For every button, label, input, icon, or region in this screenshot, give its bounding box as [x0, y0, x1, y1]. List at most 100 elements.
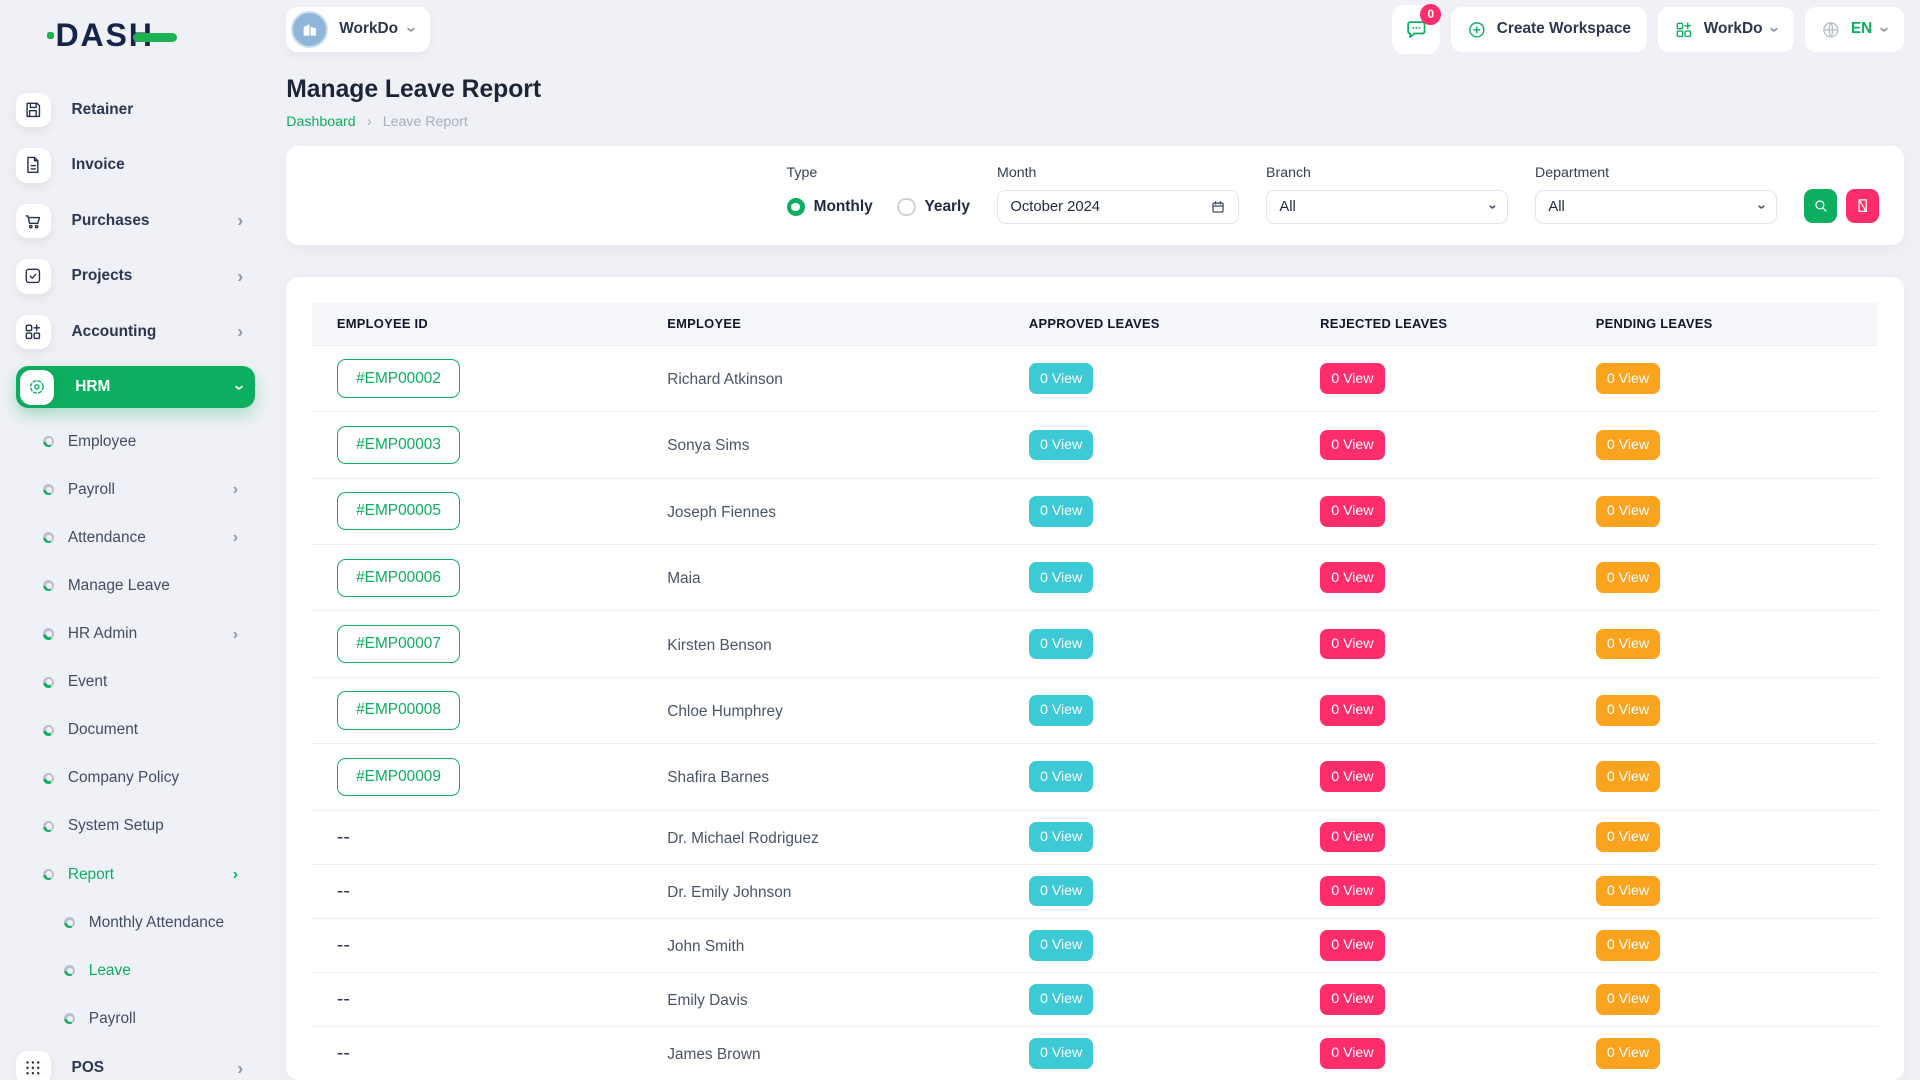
- bullet-icon: [64, 1013, 76, 1025]
- sidebar-subitem-label: System Setup: [67, 817, 164, 835]
- approved-leaves-view-button[interactable]: 0 View: [1028, 761, 1094, 793]
- sidebar-subitem[interactable]: Company Policy: [16, 759, 255, 798]
- approved-leaves-view-button[interactable]: 0 View: [1028, 562, 1094, 594]
- table-body: #EMP00002 Richard Atkinson 0 View 0 View…: [312, 344, 1878, 1080]
- rejected-leaves-view-button[interactable]: 0 View: [1320, 929, 1385, 961]
- pending-leaves-view-button[interactable]: 0 View: [1595, 695, 1661, 726]
- approved-leaves-view-button[interactable]: 0 View: [1028, 983, 1094, 1015]
- sidebar-subitem[interactable]: System Setup: [16, 807, 255, 846]
- approved-leaves-view-button[interactable]: 0 View: [1028, 1037, 1094, 1069]
- sidebar-subitem[interactable]: Attendance ›: [16, 518, 255, 557]
- pending-leaves-view-button[interactable]: 0 View: [1595, 875, 1661, 907]
- radio-icon[interactable]: [786, 197, 806, 217]
- pending-leaves-view-button[interactable]: 0 View: [1595, 761, 1661, 793]
- approved-leaves-view-button[interactable]: 0 View: [1028, 628, 1094, 660]
- employee-name: Dr. Emily Johnson: [667, 883, 792, 901]
- sidebar-bottom-items: POS ›: [16, 1047, 255, 1080]
- sidebar-report-subitem[interactable]: Payroll: [16, 999, 255, 1038]
- sidebar-item[interactable]: Invoice: [16, 144, 255, 186]
- table-row: #EMP00007 Kirsten Benson 0 View 0 View 0…: [312, 610, 1878, 678]
- sidebar-item[interactable]: HRM ›: [16, 366, 256, 409]
- sidebar-subitem[interactable]: Report ›: [16, 855, 255, 894]
- pending-leaves-view-button[interactable]: 0 View: [1595, 1037, 1661, 1069]
- rejected-leaves-view-button[interactable]: 0 View: [1320, 695, 1385, 726]
- sidebar-item[interactable]: Retainer: [16, 89, 255, 131]
- chevron-right-icon: ›: [232, 865, 239, 884]
- pending-leaves-view-button[interactable]: 0 View: [1595, 363, 1661, 394]
- chevron-down-icon: ›: [1765, 26, 1786, 33]
- employee-id: --: [336, 825, 350, 848]
- reset-button[interactable]: [1845, 189, 1880, 223]
- approved-leaves-view-button[interactable]: 0 View: [1028, 429, 1094, 461]
- approved-leaves-view-button[interactable]: 0 View: [1028, 363, 1094, 394]
- bullet-icon: [43, 724, 55, 736]
- breadcrumb: Dashboard › Leave Report: [286, 114, 1904, 130]
- breadcrumb-dashboard-link[interactable]: Dashboard: [286, 114, 356, 131]
- pending-leaves-view-button[interactable]: 0 View: [1595, 628, 1661, 660]
- sidebar-subitem[interactable]: Manage Leave: [16, 566, 255, 605]
- rejected-leaves-view-button[interactable]: 0 View: [1320, 983, 1385, 1015]
- pending-leaves-view-button[interactable]: 0 View: [1595, 983, 1661, 1015]
- pending-leaves-view-button[interactable]: 0 View: [1595, 562, 1661, 594]
- sidebar-subitem[interactable]: Payroll ›: [16, 470, 255, 509]
- table-row: #EMP00008 Chloe Humphrey 0 View 0 View 0…: [312, 676, 1878, 744]
- radio-icon[interactable]: [897, 197, 916, 217]
- search-button[interactable]: [1803, 189, 1838, 223]
- department-select[interactable]: All ›: [1535, 190, 1777, 224]
- month-input[interactable]: October 2024: [997, 190, 1239, 224]
- type-radio-option[interactable]: Yearly: [897, 197, 970, 217]
- sidebar-subitem-label: Payroll: [88, 1009, 136, 1027]
- table-row: -- Dr. Emily Johnson 0 View 0 View 0 Vie…: [312, 863, 1878, 919]
- rejected-leaves-view-button[interactable]: 0 View: [1320, 429, 1385, 461]
- sidebar-item[interactable]: Projects ›: [16, 255, 255, 297]
- apps-icon: [23, 1058, 43, 1078]
- employee-name: Maia: [667, 570, 701, 588]
- rejected-leaves-view-button[interactable]: 0 View: [1320, 363, 1385, 394]
- sidebar-item[interactable]: POS ›: [16, 1047, 255, 1080]
- rejected-leaves-view-button[interactable]: 0 View: [1320, 1037, 1385, 1069]
- workspace-selector[interactable]: WorkDo ›: [286, 6, 430, 53]
- approved-leaves-view-button[interactable]: 0 View: [1028, 821, 1094, 853]
- pending-leaves-view-button[interactable]: 0 View: [1595, 495, 1661, 527]
- employee-name: Shafira Barnes: [667, 769, 770, 787]
- sidebar-subitem-label: Document: [67, 721, 139, 739]
- chevron-down-icon: ›: [402, 26, 423, 33]
- employee-name: Chloe Humphrey: [667, 702, 783, 720]
- sidebar-subitem[interactable]: Document: [16, 710, 255, 749]
- type-filter-group: Type Monthly Yearly: [786, 165, 970, 224]
- create-workspace-button[interactable]: Create Workspace: [1451, 6, 1647, 53]
- rejected-leaves-view-button[interactable]: 0 View: [1320, 628, 1385, 660]
- sidebar-subitem[interactable]: Event: [16, 662, 255, 701]
- pending-leaves-view-button[interactable]: 0 View: [1595, 821, 1661, 853]
- sidebar-report-subitem[interactable]: Monthly Attendance: [16, 903, 255, 942]
- approved-leaves-view-button[interactable]: 0 View: [1028, 875, 1094, 907]
- rejected-leaves-view-button[interactable]: 0 View: [1320, 821, 1385, 853]
- pending-leaves-view-button[interactable]: 0 View: [1595, 429, 1661, 461]
- breadcrumb-separator-icon: ›: [366, 114, 372, 131]
- rejected-leaves-view-button[interactable]: 0 View: [1320, 761, 1385, 793]
- employee-name: Joseph Fiennes: [667, 503, 776, 521]
- sidebar-item[interactable]: Accounting ›: [16, 311, 255, 353]
- branch-select[interactable]: All ›: [1266, 190, 1508, 224]
- workdo-dropdown[interactable]: WorkDo ›: [1658, 6, 1795, 53]
- messages-button[interactable]: 0: [1391, 4, 1442, 54]
- approved-leaves-view-button[interactable]: 0 View: [1028, 495, 1094, 527]
- sidebar-report-subitem[interactable]: Leave: [16, 951, 255, 990]
- sidebar-item[interactable]: Purchases ›: [16, 200, 255, 242]
- language-selector[interactable]: EN ›: [1805, 6, 1904, 53]
- rejected-leaves-view-button[interactable]: 0 View: [1320, 495, 1385, 527]
- app-logo[interactable]: DASH: [46, 17, 178, 54]
- employee-id: --: [336, 933, 350, 956]
- type-radio-option[interactable]: Monthly: [786, 197, 873, 217]
- pending-leaves-view-button[interactable]: 0 View: [1595, 929, 1661, 961]
- sidebar-subitem[interactable]: HR Admin ›: [16, 614, 255, 653]
- sidebar-subitem-label: Payroll: [67, 480, 115, 498]
- approved-leaves-view-button[interactable]: 0 View: [1028, 695, 1094, 726]
- filter-actions: [1803, 165, 1880, 223]
- rejected-leaves-view-button[interactable]: 0 View: [1320, 875, 1385, 907]
- branch-label: Branch: [1266, 164, 1311, 181]
- rejected-leaves-view-button[interactable]: 0 View: [1320, 562, 1385, 594]
- sidebar-subitem[interactable]: Employee: [16, 422, 255, 461]
- approved-leaves-view-button[interactable]: 0 View: [1028, 929, 1094, 961]
- calendar-icon[interactable]: [1210, 199, 1226, 215]
